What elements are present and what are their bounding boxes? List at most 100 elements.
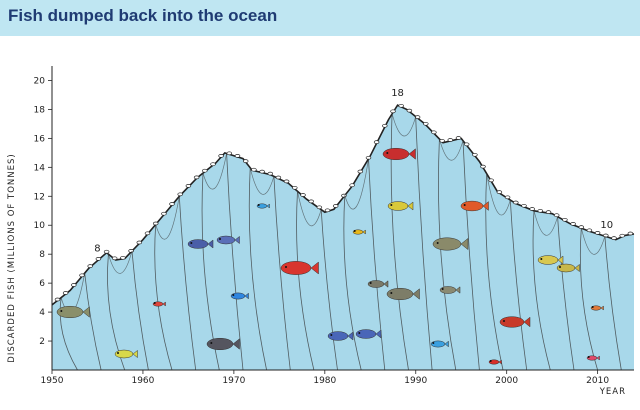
- net-float: [504, 195, 511, 200]
- net-float: [496, 190, 503, 194]
- y-tick-label: 6: [39, 279, 45, 289]
- fish-icon: [352, 229, 366, 235]
- net-line: [296, 191, 315, 371]
- x-tick-label: 1980: [313, 376, 336, 386]
- net-float: [316, 205, 323, 210]
- net-float: [111, 256, 118, 261]
- net-float: [120, 255, 126, 260]
- net-line: [297, 191, 322, 227]
- x-tick-label: 1970: [222, 376, 245, 386]
- label-layer: DISCARDED FISH (MILLIONS OF TONNES) YEAR 8…: [7, 88, 626, 397]
- net-line: [108, 250, 133, 274]
- fish-icon: [432, 237, 469, 251]
- y-tick-label: 14: [34, 163, 46, 173]
- peak-annotation: 18: [391, 88, 404, 99]
- y-tick-label: 18: [34, 105, 46, 115]
- fish-icon: [386, 287, 420, 301]
- net-float: [431, 130, 437, 135]
- net-line: [391, 113, 417, 137]
- net-line: [344, 158, 369, 210]
- net-float: [513, 200, 519, 205]
- net-line: [248, 167, 267, 371]
- net-line: [415, 116, 433, 371]
- net-line: [273, 176, 291, 371]
- net-float: [71, 283, 77, 287]
- fish-icon: [216, 235, 240, 245]
- net-line: [438, 138, 457, 371]
- x-tick-label: 1950: [41, 376, 64, 386]
- peak-annotation: 8: [94, 244, 100, 255]
- net-line: [343, 195, 362, 371]
- fish-icon: [488, 359, 502, 365]
- net-line: [580, 228, 606, 255]
- net-line: [249, 167, 275, 195]
- net-float: [423, 121, 429, 126]
- net-line: [439, 138, 464, 161]
- x-tick-label: 1990: [404, 376, 427, 386]
- net-float: [79, 273, 85, 278]
- net-line: [131, 250, 149, 371]
- fish-icon: [590, 305, 604, 311]
- fish-icon: [114, 349, 138, 359]
- net-float: [529, 207, 535, 211]
- net-line: [59, 297, 78, 371]
- net-float: [210, 162, 216, 167]
- net-float: [382, 123, 388, 128]
- net-float: [144, 231, 151, 236]
- net-float: [128, 249, 134, 253]
- y-tick-label: 8: [39, 250, 45, 260]
- net-float: [242, 159, 249, 163]
- net-line: [84, 272, 102, 371]
- fish-icon: [499, 316, 531, 328]
- net-float: [480, 164, 486, 169]
- net-float: [341, 193, 347, 198]
- net-float: [300, 193, 306, 197]
- net-float: [169, 202, 175, 206]
- net-float: [472, 152, 478, 157]
- net-float: [251, 167, 257, 172]
- net-float: [455, 136, 462, 140]
- fish-icon: [56, 305, 90, 319]
- net-float: [136, 240, 143, 245]
- fish-icon: [327, 331, 354, 341]
- net-float: [537, 208, 544, 213]
- net-float: [283, 179, 290, 184]
- net-float: [619, 233, 625, 238]
- fish-icon: [439, 286, 461, 294]
- net-float: [390, 109, 396, 114]
- net-float: [627, 231, 634, 236]
- net-float: [357, 169, 364, 174]
- fish-icon: [556, 263, 580, 273]
- net-float: [594, 231, 601, 235]
- net-float: [218, 154, 224, 158]
- x-tick-label: 2000: [495, 376, 518, 386]
- x-axis-label: YEAR: [599, 387, 626, 397]
- net-float: [406, 108, 413, 113]
- fish-icon: [230, 292, 249, 300]
- net-float: [373, 140, 380, 144]
- x-tick-label: 1960: [131, 376, 154, 386]
- net-float: [488, 178, 494, 183]
- net-line: [320, 209, 338, 371]
- net-line: [390, 113, 409, 371]
- fish-icon: [382, 147, 416, 161]
- net-float: [414, 115, 421, 119]
- net-float: [103, 249, 110, 254]
- net-float: [603, 233, 609, 238]
- net-float: [545, 210, 552, 214]
- title-banner: Fish dumped back into the ocean: [0, 0, 640, 36]
- net-float: [292, 185, 298, 190]
- net-float: [54, 297, 61, 302]
- net-float: [553, 213, 560, 218]
- net-float: [259, 169, 265, 174]
- net-line: [557, 216, 575, 371]
- net-line: [202, 153, 227, 190]
- net-line: [178, 196, 197, 371]
- peak-annotation: 10: [600, 220, 613, 231]
- net-float: [62, 291, 69, 295]
- discarded-fish-chart: 2 4 6 8 10 12 14 16 18 20 1950 1960 1970 1980 1990 2000…: [7, 66, 635, 397]
- fish-icon: [537, 255, 564, 265]
- y-tick-label: 4: [39, 308, 45, 318]
- net-line: [154, 224, 173, 371]
- discard-area: [52, 105, 634, 370]
